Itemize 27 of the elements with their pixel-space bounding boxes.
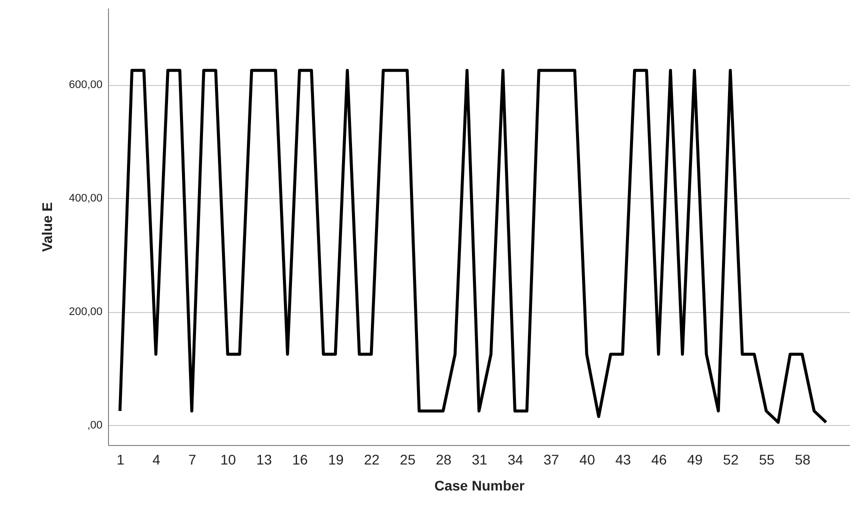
x-tick-label: 49 [687,452,703,468]
x-tick-label: 37 [544,452,560,468]
x-tick-label: 4 [152,452,160,468]
x-axis-title: Case Number [434,478,526,494]
x-tick-label: 58 [794,452,811,468]
x-tick-label: 16 [292,452,308,468]
y-tick-label: 400,00 [68,192,102,205]
x-tick-label: 1 [116,452,125,468]
x-tick-label: 25 [400,452,416,468]
x-tick-label: 13 [256,452,272,468]
x-tick-label: 43 [615,452,632,468]
line-series [118,68,828,424]
x-tick-label: 22 [364,452,380,468]
x-tick-label: 28 [436,452,452,468]
x-tick-label: 19 [328,452,344,468]
x-tick-label: 55 [758,452,775,468]
y-tick-label: 200,00 [68,306,102,318]
x-tick-label: 7 [188,452,196,468]
x-tick-label: 31 [472,452,488,468]
y-tick-label: 600,00 [68,79,102,92]
x-tick-label: 46 [651,452,668,468]
x-tick-label: 52 [723,452,739,468]
y-tick-label: ,00 [87,420,102,432]
x-tick-label: 40 [579,452,596,468]
y-axis-title: Value E [38,202,55,252]
x-tick-label: 34 [508,452,524,468]
x-tick-label: 10 [220,452,236,468]
